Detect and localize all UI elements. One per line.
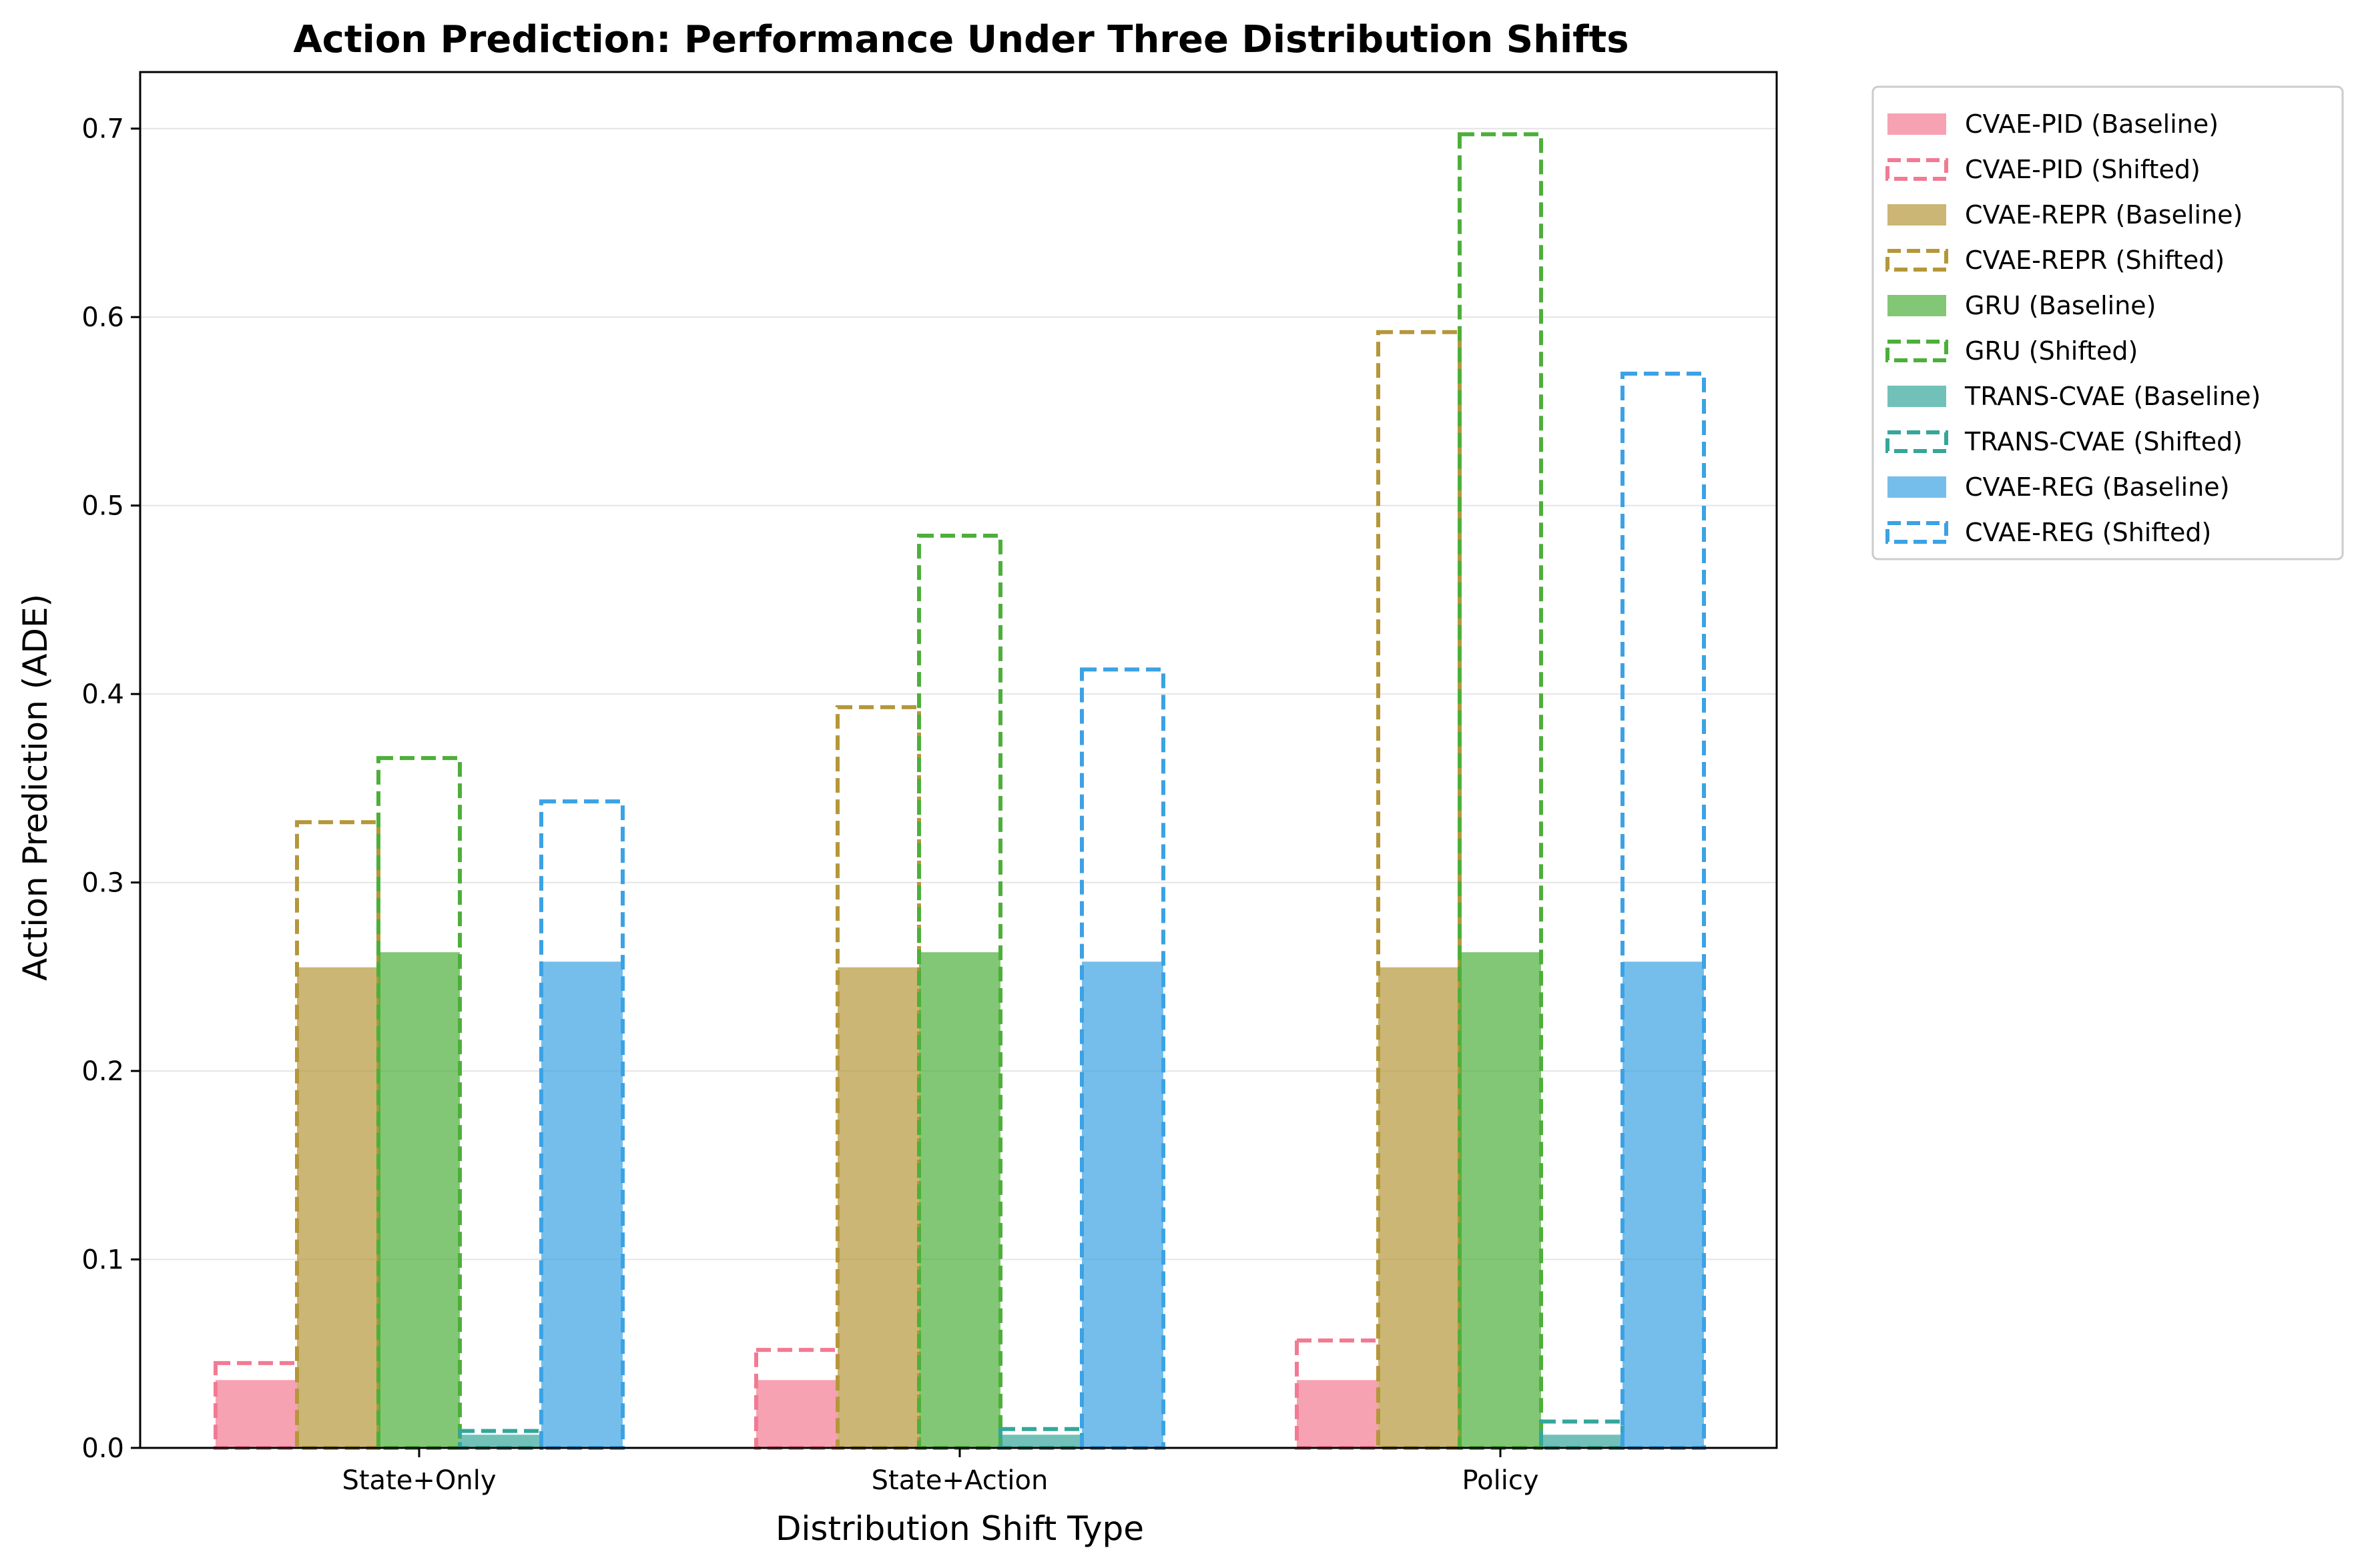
- bar-baseline: [1297, 1380, 1378, 1448]
- bar-baseline: [460, 1435, 541, 1448]
- bar-shifted: [539, 799, 625, 1450]
- legend-swatch-shifted: [1885, 158, 1948, 181]
- bar-shifted: [1376, 330, 1462, 1450]
- bar-shifted: [214, 1360, 299, 1450]
- legend-frame: [1871, 85, 2344, 560]
- legend-swatch-baseline: [1887, 113, 1946, 135]
- legend-label: TRANS-CVAE (Shifted): [1964, 427, 2243, 456]
- bars: [214, 132, 1706, 1451]
- bar-baseline: [1000, 1435, 1082, 1448]
- y-tick-label: 0.0: [81, 1433, 124, 1464]
- legend-label: CVAE-PID (Baseline): [1965, 109, 2219, 139]
- chart-title: Action Prediction: Performance Under Thr…: [293, 18, 1629, 61]
- x-tick-label: Policy: [1462, 1465, 1538, 1496]
- legend-swatch-shifted: [1885, 340, 1948, 362]
- legend-label: GRU (Shifted): [1965, 336, 2138, 366]
- legend-label: GRU (Baseline): [1965, 291, 2156, 320]
- legend-swatch-baseline: [1887, 204, 1946, 226]
- y-tick-label: 0.2: [81, 1056, 124, 1087]
- y-tick-label: 0.6: [81, 302, 124, 333]
- legend-swatch-baseline: [1887, 476, 1946, 498]
- legend-label: CVAE-REPR (Shifted): [1965, 246, 2225, 275]
- y-tick-label: 0.3: [81, 868, 124, 899]
- plot-frame: [139, 71, 1778, 1449]
- legend: CVAE-PID (Baseline) CVAE-PID (Shifted) CVA…: [1871, 85, 2344, 560]
- bar-baseline: [919, 952, 1000, 1448]
- legend-label: CVAE-REG (Baseline): [1965, 472, 2230, 502]
- bar-baseline: [1460, 952, 1541, 1448]
- legend-swatch-shifted: [1885, 521, 1948, 544]
- bar-baseline: [541, 961, 623, 1448]
- legend-label: CVAE-REPR (Baseline): [1965, 200, 2243, 230]
- legend-label: TRANS-CVAE (Baseline): [1964, 382, 2261, 411]
- bar-baseline: [378, 952, 460, 1448]
- legend-label: CVAE-PID (Shifted): [1965, 155, 2200, 184]
- legend-label: CVAE-REG (Shifted): [1965, 518, 2211, 547]
- x-axis-label: Distribution Shift Type: [776, 1509, 1144, 1548]
- bar-baseline: [838, 967, 919, 1448]
- bar-baseline: [1622, 961, 1704, 1448]
- legend-swatch-baseline: [1887, 386, 1946, 407]
- bar-baseline: [1541, 1435, 1622, 1448]
- x-tick-label: State+Only: [342, 1465, 496, 1496]
- legend-swatch-shifted: [1885, 430, 1948, 453]
- bar-baseline: [297, 967, 378, 1448]
- bar-baseline: [1082, 961, 1163, 1448]
- bar-baseline: [756, 1380, 838, 1448]
- y-tick-label: 0.4: [81, 679, 124, 710]
- y-tick-label: 0.1: [81, 1245, 124, 1276]
- bar-baseline: [1378, 967, 1460, 1448]
- legend-swatch-baseline: [1887, 295, 1946, 316]
- bar-baseline: [216, 1380, 297, 1448]
- x-tick-label: State+Action: [872, 1465, 1049, 1496]
- y-tick-label: 0.7: [81, 114, 124, 145]
- axes: 0.0 0.1 0.2 0.3 0.4 0.5 0.6 0.7 State+Only State+…: [81, 114, 1538, 1496]
- y-axis-label: Action Prediction (ADE): [16, 594, 55, 981]
- y-tick-label: 0.5: [81, 491, 124, 522]
- legend-swatch-shifted: [1885, 249, 1948, 272]
